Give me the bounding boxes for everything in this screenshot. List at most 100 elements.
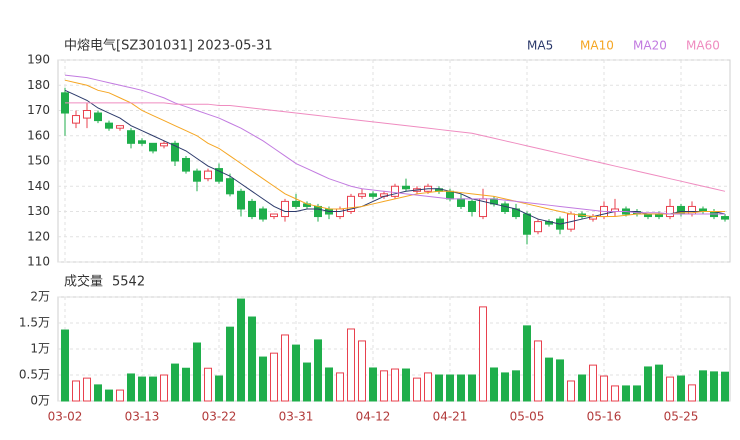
candle-body — [83, 110, 91, 119]
volume-bar — [545, 357, 553, 402]
volume-bar — [226, 326, 234, 402]
candle-body — [347, 195, 355, 213]
x-tick-label: 05-05 — [510, 410, 545, 424]
candle-body — [182, 157, 190, 172]
candle-body — [402, 185, 410, 190]
volume-bar — [138, 376, 146, 402]
x-tick-label: 03-13 — [125, 410, 160, 424]
y-tick-label: 170 — [27, 103, 50, 117]
x-tick-label: 05-25 — [664, 410, 699, 424]
candle-body — [193, 170, 201, 182]
candle-body — [336, 208, 344, 218]
volume-bar — [644, 366, 652, 402]
volume-bar — [325, 367, 333, 402]
volume-bar — [94, 384, 102, 402]
volume-bar — [611, 385, 619, 402]
volume-bar — [347, 328, 355, 402]
volume-bar — [303, 362, 311, 402]
y-tick-label: 120 — [27, 229, 50, 243]
candle-body — [226, 178, 234, 195]
volume-bar — [237, 298, 245, 402]
volume-bar — [83, 377, 91, 402]
candle-body — [534, 221, 542, 233]
volume-bar — [127, 373, 135, 402]
candle-body — [391, 185, 399, 197]
volume-bar — [677, 375, 685, 402]
volume-bar — [666, 376, 674, 402]
volume-bar — [314, 339, 322, 402]
y-tick-label: 160 — [27, 128, 50, 142]
candle-body — [105, 122, 113, 129]
volume-bar — [600, 375, 608, 402]
candle-body — [292, 200, 300, 207]
candle-body — [358, 193, 366, 197]
candle-body — [457, 198, 465, 207]
volume-bar — [622, 385, 630, 402]
volume-bar — [688, 384, 696, 402]
x-tick-label: 04-12 — [356, 410, 391, 424]
volume-bar — [534, 340, 542, 402]
ma-line — [65, 102, 726, 192]
candle-body — [281, 200, 289, 218]
y-tick-label: 0万 — [30, 394, 50, 408]
y-tick-label: 140 — [27, 179, 50, 193]
x-tick-label: 03-31 — [279, 410, 314, 424]
volume-bar — [446, 374, 454, 402]
volume-bar — [204, 367, 212, 402]
legend-label: MA10 — [580, 39, 614, 53]
volume-bar — [193, 342, 201, 402]
volume-bar — [171, 363, 179, 402]
chart-title: 中熔电气[SZ301031] 2023-05-31 — [64, 38, 273, 54]
volume-bar — [72, 380, 80, 402]
y-tick-label: 150 — [27, 154, 50, 168]
volume-bar — [281, 334, 289, 402]
volume-bar — [402, 368, 410, 402]
legend-label: MA60 — [686, 39, 720, 53]
candle-body — [248, 200, 256, 218]
y-tick-label: 1.5万 — [19, 316, 50, 330]
y-tick-label: 130 — [27, 204, 50, 218]
candle-body — [138, 140, 146, 144]
candle-body — [259, 208, 267, 220]
volume-bar — [61, 329, 69, 402]
volume-bar — [336, 372, 344, 402]
volume-bar — [182, 367, 190, 402]
candle-body — [237, 190, 245, 210]
volume-bar — [567, 380, 575, 402]
ma-line — [64, 74, 725, 215]
volume-bar — [215, 375, 223, 402]
volume-bar — [523, 325, 531, 402]
volume-bar — [655, 364, 663, 402]
candle-body — [215, 168, 223, 182]
y-tick-label: 190 — [27, 53, 50, 67]
volume-bar — [490, 367, 498, 402]
volume-bar — [369, 367, 377, 402]
volume-bar — [105, 389, 113, 402]
candle-body — [314, 205, 322, 218]
volume-bar — [424, 372, 432, 402]
volume-bar — [457, 374, 465, 402]
volume-bar — [501, 372, 509, 402]
volume-bar — [589, 364, 597, 402]
volume-bar — [149, 376, 157, 402]
x-tick-label: 03-02 — [48, 410, 83, 424]
candle-body — [149, 142, 157, 152]
volume-bar — [633, 385, 641, 402]
legend-label: MA20 — [633, 39, 667, 53]
legend-label: MA5 — [527, 39, 553, 53]
candle-body — [721, 216, 729, 220]
volume-bar — [435, 374, 443, 402]
y-tick-label: 1万 — [30, 342, 50, 356]
candle-body — [446, 190, 454, 200]
y-tick-label: 110 — [27, 255, 50, 269]
volume-title: 成交量 — [64, 274, 103, 290]
candle-body — [160, 142, 168, 147]
volume-bar — [160, 374, 168, 402]
candle-body — [204, 170, 212, 180]
candle-body — [270, 213, 278, 218]
volume-bar — [710, 371, 718, 402]
volume-bar — [699, 370, 707, 402]
volume-bar — [413, 377, 421, 402]
volume-bar — [578, 374, 586, 402]
